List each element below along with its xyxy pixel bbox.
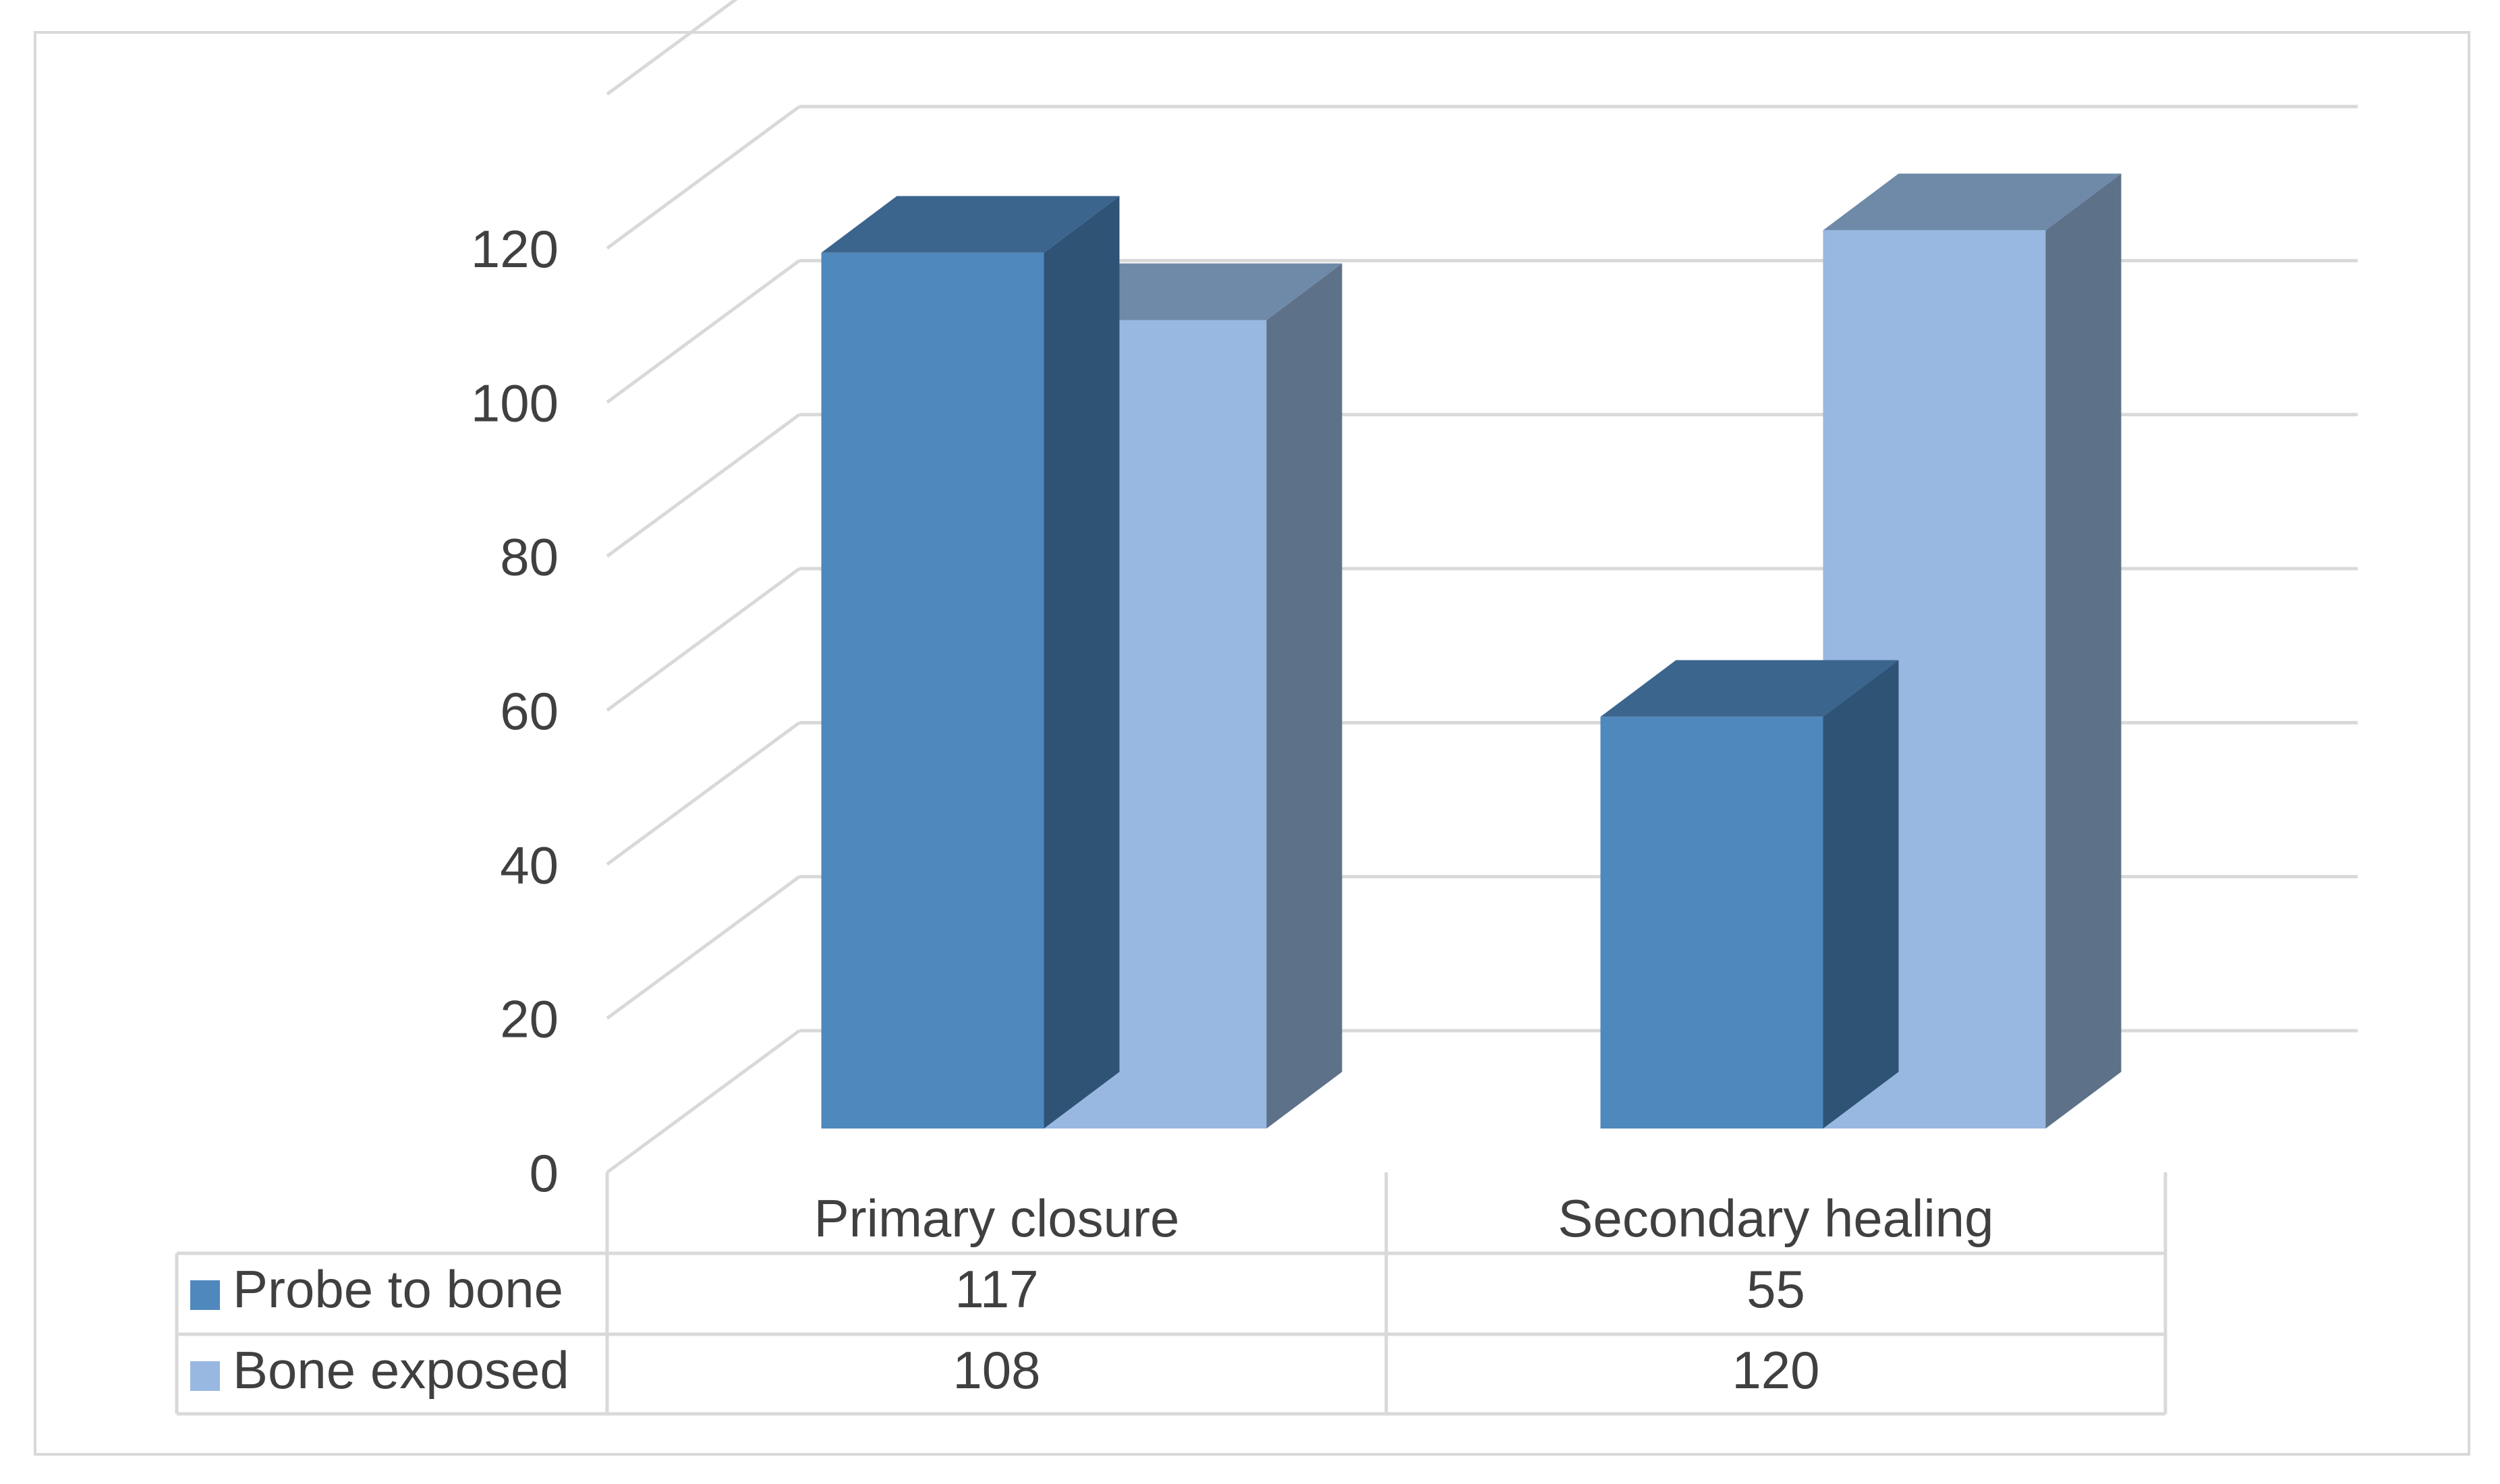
bar-front-face [821,252,1044,1129]
side-wall-gridline [606,721,801,866]
x-category-label: Secondary healing [1558,1189,1993,1248]
y-tick-label: 0 [530,1143,559,1203]
bar-probe-to-bone-secondary-healing [1600,660,1899,1129]
bar-top-face [821,196,1120,253]
x-category-label: Primary closure [814,1189,1180,1248]
bar-side-face [1266,263,1342,1129]
side-wall-gridline [606,875,801,1020]
side-wall-gridline [606,1029,801,1174]
y-tick-label: 20 [500,990,559,1049]
data-table-value: 108 [953,1340,1040,1400]
data-table-value: 55 [1746,1259,1805,1319]
side-wall-gridline [606,0,738,96]
bar-side-face [2045,173,2122,1129]
legend-label: Bone exposed [233,1340,569,1400]
legend-swatch-bone-exposed [190,1361,220,1391]
legend-swatch-probe-to-bone [190,1280,220,1310]
bar-side-face [1823,660,1899,1129]
side-wall-gridline [606,259,801,404]
data-table-value: 117 [955,1259,1038,1319]
y-tick-label: 60 [500,681,559,741]
side-wall-gridline [606,105,801,250]
y-axis-tick-labels: 0 20 40 60 80 100 120 [471,219,559,1203]
y-tick-label: 40 [500,835,559,894]
y-tick-label: 80 [500,527,559,587]
y-tick-label: 120 [471,219,559,279]
data-table-value: 120 [1732,1340,1819,1400]
side-wall-gridline [606,413,801,558]
bar-top-face [1600,660,1899,717]
bar-side-face [1044,196,1120,1129]
bar-front-face [1600,716,1823,1129]
bar-top-face [1823,173,2122,231]
side-wall-gridline [606,567,801,712]
y-tick-label: 100 [471,373,559,432]
bar-probe-to-bone-primary-closure [821,196,1120,1129]
data-table: Primary closure Secondary healing Probe to… [175,1172,2167,1416]
legend-label: Probe to bone [233,1259,563,1319]
chart-bars [821,173,2122,1129]
